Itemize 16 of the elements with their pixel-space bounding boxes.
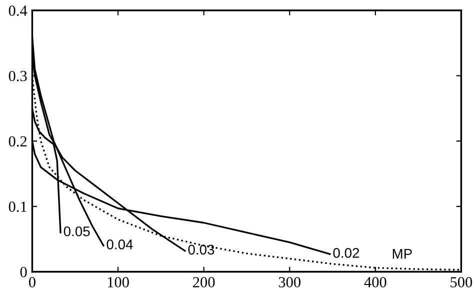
series-label: 0.03 <box>188 244 214 255</box>
y-tick-label: 0.1 <box>8 202 26 212</box>
y-tick-label: 0 <box>20 266 27 278</box>
x-tick-label: 500 <box>450 277 472 288</box>
series-label: MP <box>392 249 412 259</box>
x-tick-label: 300 <box>278 277 300 288</box>
x-tick-label: 0 <box>28 277 36 288</box>
y-tick-label: 0.2 <box>8 136 27 147</box>
x-tick-label: 400 <box>364 277 386 288</box>
series-label: 0.02 <box>333 248 360 258</box>
y-tick-label: 0.4 <box>8 6 28 16</box>
x-tick-label: 100 <box>108 277 129 288</box>
series-label: 0.04 <box>106 240 133 250</box>
y-tick-label: 0.3 <box>8 70 27 82</box>
series-label: 0.05 <box>64 226 90 236</box>
x-tick-label: 200 <box>193 277 215 288</box>
